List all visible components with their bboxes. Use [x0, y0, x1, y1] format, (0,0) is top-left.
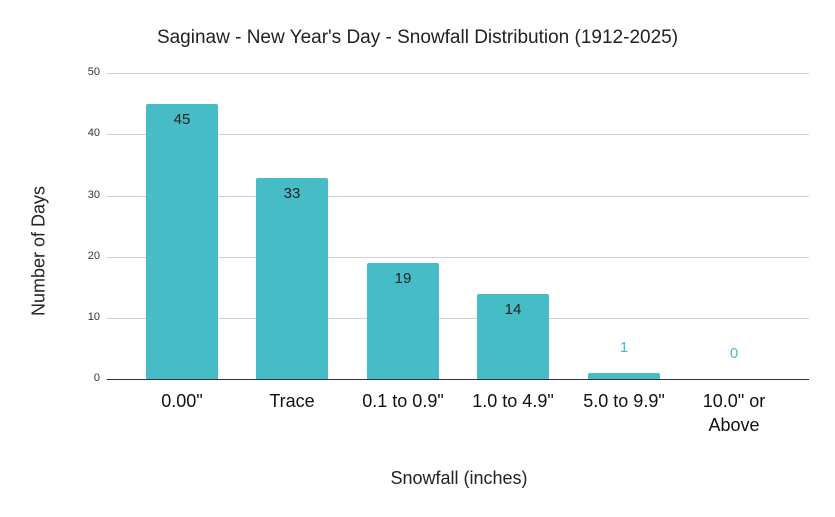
- x-axis-line: [107, 379, 809, 380]
- y-tick: 50: [87, 66, 100, 78]
- chart-title: Saginaw - New Year's Day - Snowfall Dist…: [0, 27, 835, 49]
- gridline-20: [107, 257, 809, 258]
- gridline-40: [107, 134, 809, 135]
- y-tick: 20: [87, 250, 100, 262]
- bar-1-0-to-4-9: [477, 294, 549, 379]
- x-axis-label: Snowfall (inches): [390, 468, 528, 488]
- bar-5-0-to-9-9: [588, 373, 660, 379]
- bar-0-1-to-0-9: [367, 263, 439, 379]
- y-tick: 30: [87, 189, 100, 201]
- gridline-50: [107, 73, 809, 74]
- x-tick: 1.0 to 4.9": [472, 391, 554, 411]
- data-label: 45: [173, 111, 191, 128]
- gridline-30: [107, 196, 809, 197]
- x-tick: 5.0 to 9.9": [583, 391, 665, 411]
- data-label: 0: [729, 345, 739, 362]
- x-tick: 0.00": [161, 391, 203, 411]
- bar-trace: [256, 178, 328, 379]
- x-tick: 0.1 to 0.9": [362, 391, 444, 411]
- x-tick: 10.0" or Above: [679, 389, 789, 437]
- x-tick: Trace: [269, 391, 315, 411]
- bar-0-00: [146, 104, 218, 379]
- y-tick: 10: [87, 311, 100, 323]
- data-label: 14: [504, 301, 522, 318]
- y-tick: 0: [93, 372, 100, 384]
- chart-title-text: Saginaw - New Year's Day - Snowfall Dist…: [156, 27, 679, 48]
- gridline-10: [107, 318, 809, 319]
- y-tick: 40: [87, 127, 100, 139]
- data-label: 19: [394, 270, 412, 287]
- data-label: 33: [283, 185, 301, 202]
- data-label: 1: [619, 339, 629, 356]
- x-tick-line1: 10.0" or: [702, 391, 766, 411]
- x-tick-line2: Above: [708, 415, 760, 435]
